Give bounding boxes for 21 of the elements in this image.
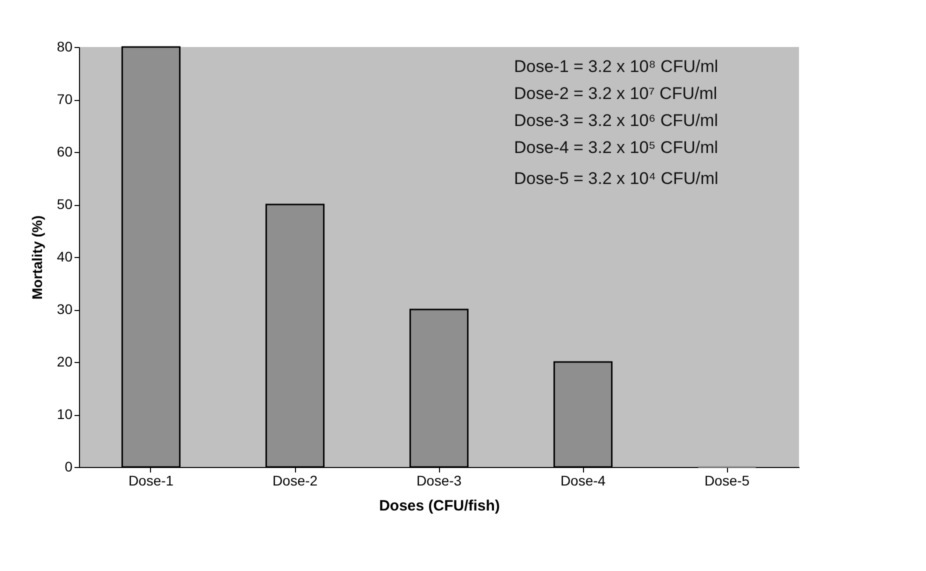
x-tick-label: Dose-2 xyxy=(272,472,318,488)
x-tick-label: Dose-5 xyxy=(704,472,750,488)
annotation: Dose-5 = 3.2 x 10⁴ CFU/ml xyxy=(514,169,718,188)
annotation: Dose-2 = 3.2 x 10⁷ CFU/ml xyxy=(514,84,718,103)
x-tick-label: Dose-3 xyxy=(416,472,462,488)
y-tick-label: 50 xyxy=(56,196,73,212)
y-tick-label: 20 xyxy=(56,354,73,370)
y-tick-label: 60 xyxy=(56,144,73,160)
annotation: Dose-1 = 3.2 x 10⁸ CFU/ml xyxy=(514,57,718,76)
y-tick-label: 40 xyxy=(56,248,73,264)
x-axis-title: Doses (CFU/fish) xyxy=(379,498,500,514)
x-tick-label: Dose-1 xyxy=(128,472,174,488)
y-tick-label: 70 xyxy=(56,91,73,107)
annotation: Dose-4 = 3.2 x 10⁵ CFU/ml xyxy=(514,138,718,157)
y-tick-label: 30 xyxy=(56,301,73,317)
annotation: Dose-3 = 3.2 x 10⁶ CFU/ml xyxy=(514,111,718,130)
y-tick-label: 0 xyxy=(64,458,73,474)
y-axis-title: Mortality (%) xyxy=(28,216,45,300)
x-tick-label: Dose-4 xyxy=(560,472,606,488)
y-tick-label: 10 xyxy=(56,406,73,422)
y-tick-label: 80 xyxy=(56,38,73,54)
